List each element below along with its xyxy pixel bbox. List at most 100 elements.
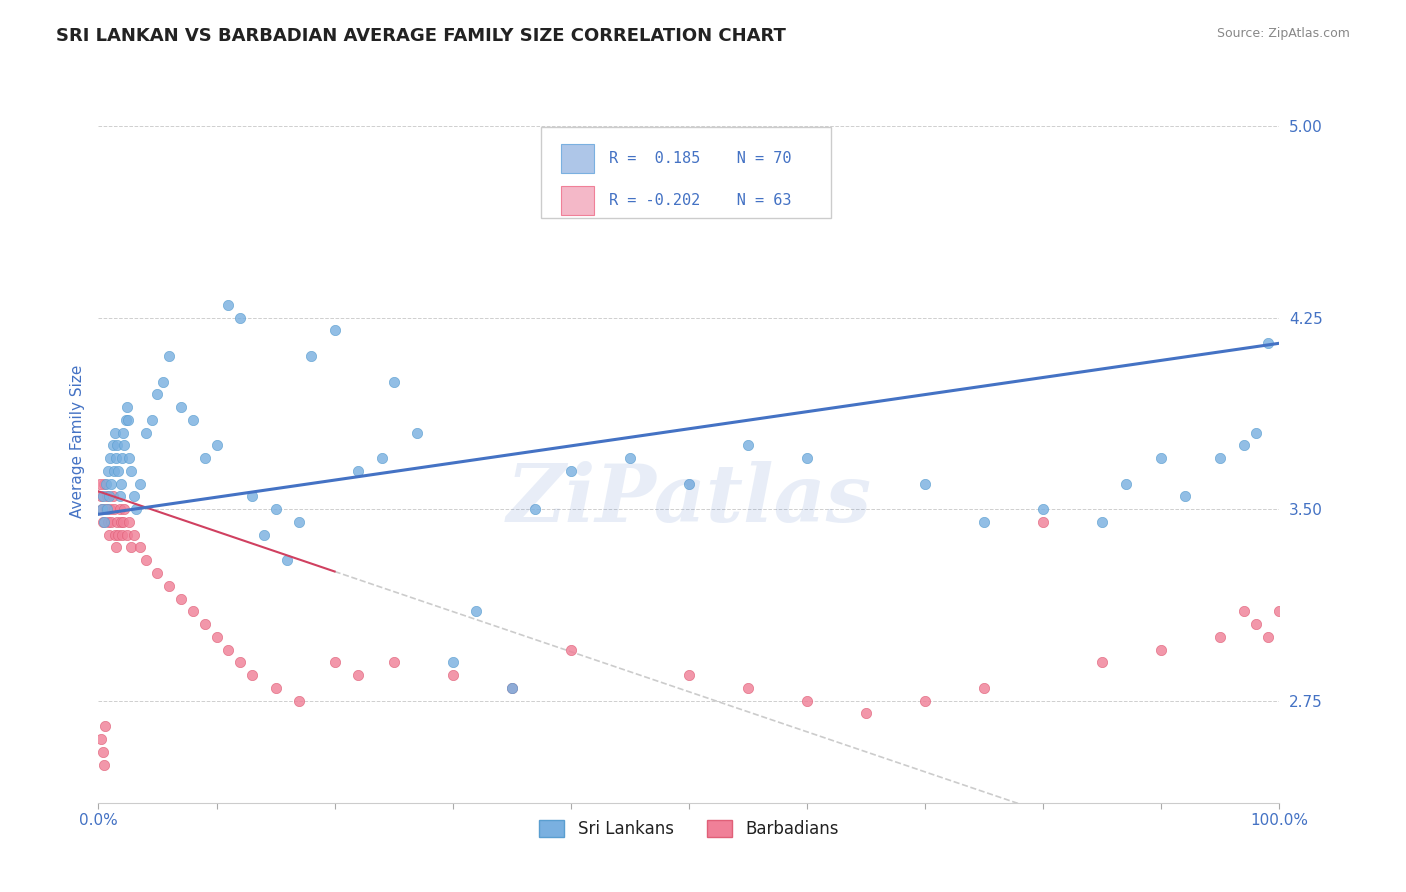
Point (146, 387, 169, 401)
Point (157, 579, 180, 593)
Point (98, 527, 121, 541)
Point (737, 438, 759, 452)
Point (94, 476, 117, 491)
Point (105, 515, 128, 529)
Point (122, 527, 145, 541)
Point (128, 476, 150, 491)
Point (107, 527, 129, 541)
Point (299, 349, 322, 363)
Point (323, 656, 346, 670)
Point (973, 515, 995, 529)
Point (105, 541, 128, 555)
Point (524, 502, 547, 516)
Point (205, 438, 228, 452)
Point (107, 464, 129, 478)
Point (98, 490, 121, 504)
Point (135, 553, 157, 567)
Point (111, 451, 134, 466)
Point (1233, 604, 1256, 618)
Point (1150, 642, 1173, 657)
Point (441, 668, 464, 682)
Point (152, 375, 174, 389)
Point (1091, 656, 1114, 670)
Point (91, 502, 114, 516)
Point (347, 464, 370, 478)
Point (796, 451, 818, 466)
Point (118, 451, 141, 466)
Point (382, 375, 405, 389)
Point (135, 425, 157, 440)
Point (98, 451, 121, 466)
Point (264, 502, 287, 516)
Point (229, 310, 252, 325)
Point (96, 502, 118, 516)
FancyBboxPatch shape (541, 128, 831, 218)
Point (1233, 438, 1256, 452)
Point (264, 681, 287, 695)
Point (91, 745, 114, 759)
Y-axis label: Average Family Size: Average Family Size (69, 365, 84, 518)
Point (94, 502, 117, 516)
Point (94, 719, 117, 733)
Bar (561, 186, 595, 215)
Point (371, 451, 394, 466)
Point (115, 527, 138, 541)
Point (112, 438, 135, 452)
Point (1257, 630, 1279, 644)
Point (110, 515, 132, 529)
Point (170, 400, 193, 414)
Point (347, 668, 370, 682)
Point (288, 515, 311, 529)
Point (105, 451, 128, 466)
Point (93, 757, 115, 772)
Point (125, 502, 148, 516)
Point (146, 566, 169, 580)
Point (104, 527, 127, 541)
Point (101, 490, 124, 504)
Point (93, 476, 115, 491)
Point (501, 681, 523, 695)
Bar (561, 144, 595, 173)
Text: ZiPatlas: ZiPatlas (506, 460, 872, 538)
Point (108, 490, 131, 504)
Point (181, 604, 204, 618)
Point (91, 515, 114, 529)
Point (619, 451, 641, 466)
Point (121, 541, 143, 555)
Text: SRI LANKAN VS BARBADIAN AVERAGE FAMILY SIZE CORRELATION CHART: SRI LANKAN VS BARBADIAN AVERAGE FAMILY S… (56, 27, 786, 45)
Point (217, 642, 239, 657)
Point (382, 656, 405, 670)
Point (121, 464, 143, 478)
Point (100, 515, 122, 529)
Point (170, 591, 193, 606)
Point (1150, 451, 1173, 466)
Point (91, 490, 114, 504)
Point (97, 515, 120, 529)
Point (1032, 502, 1054, 516)
Point (194, 451, 217, 466)
Point (1209, 630, 1232, 644)
Text: R = -0.202    N = 63: R = -0.202 N = 63 (609, 194, 792, 209)
Point (96, 490, 118, 504)
Point (105, 438, 128, 452)
Point (441, 656, 464, 670)
Legend: Sri Lankans, Barbadians: Sri Lankans, Barbadians (533, 814, 845, 845)
Point (89, 476, 111, 491)
Point (1244, 425, 1267, 440)
Point (141, 413, 163, 427)
Point (253, 527, 276, 541)
Point (112, 515, 135, 529)
Point (122, 490, 145, 504)
Point (678, 476, 700, 491)
Point (217, 298, 239, 312)
Point (276, 553, 298, 567)
Point (91, 502, 114, 516)
Point (1174, 490, 1197, 504)
Point (103, 502, 125, 516)
Point (1209, 451, 1232, 466)
Point (111, 527, 134, 541)
Point (560, 464, 582, 478)
Point (90, 490, 112, 504)
Point (108, 502, 131, 516)
Point (114, 413, 136, 427)
